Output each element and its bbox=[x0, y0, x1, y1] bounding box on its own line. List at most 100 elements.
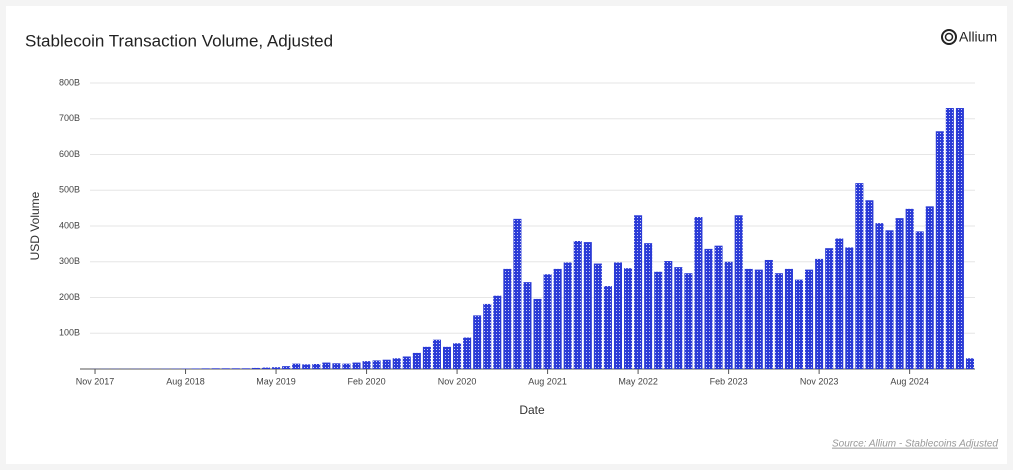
bar bbox=[744, 268, 753, 369]
bar bbox=[533, 298, 542, 369]
bar bbox=[352, 362, 361, 369]
bar bbox=[825, 248, 834, 369]
bar bbox=[634, 215, 643, 369]
bar bbox=[573, 241, 582, 369]
bar bbox=[231, 368, 240, 369]
bar bbox=[905, 208, 914, 369]
bar bbox=[372, 360, 381, 369]
bar bbox=[965, 358, 974, 369]
y-axis-title: USD Volume bbox=[28, 191, 42, 260]
bar bbox=[774, 273, 783, 369]
bar bbox=[201, 368, 210, 369]
bar bbox=[925, 206, 934, 369]
bar bbox=[724, 261, 733, 369]
x-axis-title: Date bbox=[519, 403, 545, 417]
bar bbox=[955, 108, 964, 370]
bar bbox=[382, 359, 391, 369]
y-tick-label: 300B bbox=[59, 256, 80, 266]
bar bbox=[392, 358, 401, 369]
bar bbox=[794, 279, 804, 369]
bar bbox=[282, 366, 291, 369]
y-tick-label: 200B bbox=[59, 292, 80, 302]
bar bbox=[945, 108, 954, 370]
x-tick-label: Aug 2024 bbox=[890, 376, 929, 386]
bar bbox=[241, 368, 250, 369]
bar bbox=[784, 268, 793, 369]
bar bbox=[885, 230, 894, 369]
bar bbox=[191, 368, 200, 369]
x-tick-label: Nov 2020 bbox=[438, 376, 477, 386]
bar bbox=[302, 364, 311, 369]
x-tick-label: Nov 2017 bbox=[76, 376, 115, 386]
x-tick-label: Nov 2023 bbox=[800, 376, 839, 386]
bar bbox=[503, 268, 512, 369]
bar bbox=[493, 295, 502, 369]
bar bbox=[453, 343, 462, 369]
brand: Allium bbox=[959, 29, 997, 45]
chart-title: Stablecoin Transaction Volume, Adjusted bbox=[25, 31, 333, 50]
bar bbox=[342, 363, 351, 369]
bar bbox=[322, 362, 331, 369]
brand-logo bbox=[941, 29, 957, 45]
bar bbox=[292, 363, 301, 369]
bar bbox=[754, 269, 763, 369]
bar bbox=[272, 367, 281, 369]
y-tick-label: 500B bbox=[59, 185, 80, 195]
bar bbox=[473, 315, 482, 369]
bar bbox=[644, 243, 653, 369]
bar bbox=[815, 258, 824, 369]
bar bbox=[442, 346, 452, 369]
bar bbox=[654, 271, 663, 369]
x-tick-label: Aug 2021 bbox=[528, 376, 567, 386]
x-tick-label: May 2019 bbox=[256, 376, 296, 386]
x-tick-label: Aug 2018 bbox=[166, 376, 205, 386]
bar bbox=[684, 273, 693, 369]
bar bbox=[211, 368, 220, 369]
card bbox=[6, 6, 1007, 464]
x-tick-label: May 2022 bbox=[618, 376, 658, 386]
bar bbox=[412, 352, 421, 369]
y-tick-label: 700B bbox=[59, 113, 80, 123]
bar bbox=[805, 269, 814, 369]
bar bbox=[221, 368, 230, 369]
y-tick-label: 600B bbox=[59, 149, 80, 159]
y-tick-label: 400B bbox=[59, 220, 80, 230]
bar bbox=[835, 238, 844, 369]
bar bbox=[523, 282, 532, 369]
bar bbox=[613, 262, 623, 369]
bar bbox=[422, 346, 431, 369]
x-tick-label: Feb 2023 bbox=[710, 376, 748, 386]
bar bbox=[593, 263, 602, 369]
x-tick-label: Feb 2020 bbox=[348, 376, 386, 386]
bar bbox=[563, 262, 572, 369]
bar bbox=[624, 268, 633, 369]
bar bbox=[875, 223, 884, 369]
bar bbox=[915, 231, 924, 369]
bar bbox=[513, 218, 522, 369]
y-tick-label: 100B bbox=[59, 328, 80, 338]
bar bbox=[553, 268, 562, 369]
bar bbox=[603, 286, 612, 369]
bar bbox=[694, 217, 703, 369]
bar bbox=[845, 247, 854, 369]
bar bbox=[543, 274, 552, 369]
bar bbox=[714, 245, 723, 369]
bar bbox=[402, 356, 411, 369]
bar bbox=[855, 183, 864, 369]
y-tick-label: 800B bbox=[59, 77, 80, 87]
bar bbox=[764, 259, 773, 369]
bar bbox=[865, 200, 874, 369]
bar bbox=[734, 215, 743, 369]
bar bbox=[583, 242, 592, 369]
bar bbox=[312, 363, 321, 369]
bar bbox=[362, 361, 371, 369]
bar bbox=[251, 367, 260, 369]
bar bbox=[261, 367, 271, 369]
bar bbox=[664, 261, 673, 369]
bar bbox=[704, 248, 713, 369]
source: Source: Allium - Stablecoins Adjusted bbox=[832, 439, 998, 450]
bar bbox=[895, 218, 904, 369]
bar bbox=[483, 303, 492, 369]
bar bbox=[463, 337, 472, 369]
